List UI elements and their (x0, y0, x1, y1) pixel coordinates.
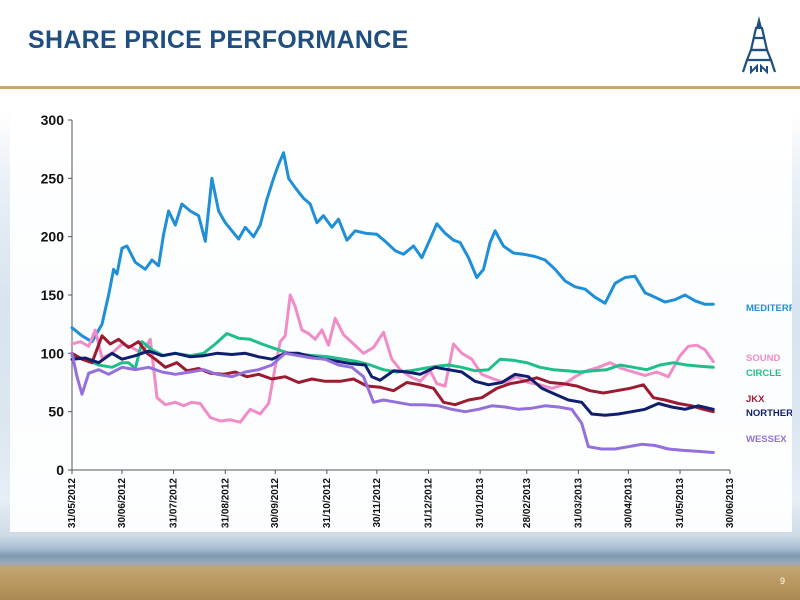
x-tick-label: 31/05/2012 (67, 478, 78, 528)
series-line-jkx (70, 334, 715, 414)
chart-panel: 0 50 100 150 200 250 300 31/05/2012 30/06/2012 31… (10, 100, 792, 532)
x-tick-label: 31/03/2013 (573, 478, 584, 528)
x-tick-label: 31/07/2012 (169, 478, 180, 528)
x-tick-label: 31/12/2012 (423, 478, 434, 528)
x-tick-label: 31/01/2013 (475, 478, 486, 528)
y-tick-label: 0 (56, 462, 64, 478)
x-tick-label: 31/08/2012 (220, 478, 231, 528)
legend-label-sound: SOUND (746, 353, 780, 364)
x-tick-label: 30/04/2013 (623, 478, 634, 528)
series-line-northern (70, 349, 715, 417)
legend-label-circle: CIRCLE (746, 368, 781, 379)
x-tick-label: 28/02/2013 (522, 478, 533, 528)
legend-label-wessex: WESSEX (746, 434, 787, 445)
y-tick-label: 150 (41, 287, 65, 303)
header-rule (0, 86, 800, 89)
series-line-sound (70, 293, 715, 424)
x-tick-label: 31/10/2012 (322, 478, 333, 528)
derrick-logo-icon (741, 16, 777, 74)
x-tick-label: 30/11/2012 (372, 478, 383, 528)
x-tick-label: 30/09/2012 (270, 478, 281, 528)
share-price-chart: 0 50 100 150 200 250 300 31/05/2012 30/06/2012 31… (41, 112, 792, 528)
y-tick-label: 200 (41, 229, 65, 245)
y-tick-label: 300 (41, 112, 65, 128)
page-number: 9 (780, 576, 786, 586)
legend-label-northern: NORTHERN (746, 408, 792, 419)
x-tick-label: 31/05/2013 (675, 478, 686, 528)
series-line-wessex (70, 351, 715, 454)
x-tick-label: 30/06/2013 (725, 478, 736, 528)
y-tick-label: 50 (48, 404, 64, 420)
page-title: SHARE PRICE PERFORMANCE (28, 26, 409, 54)
legend-label-mediterranean: MEDITERRANEAN (746, 303, 792, 314)
y-tick-label: 100 (41, 345, 65, 361)
series-line-mediterranean (70, 151, 715, 344)
legend-label-jkx: JKX (746, 394, 765, 405)
y-tick-label: 250 (41, 170, 65, 186)
x-tick-label: 30/06/2012 (117, 478, 128, 528)
